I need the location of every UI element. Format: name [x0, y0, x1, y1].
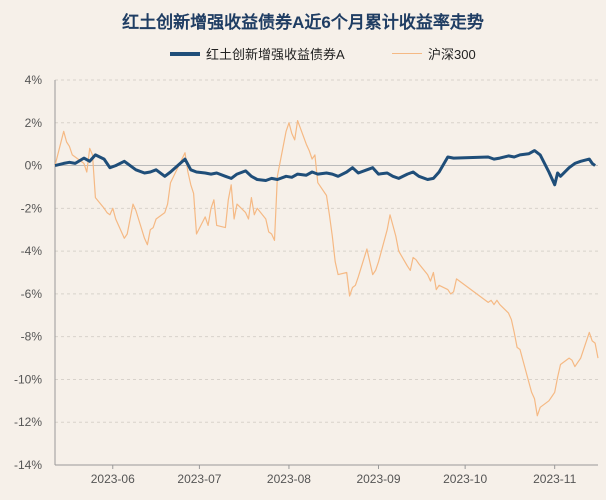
y-tick-label: -8%	[21, 330, 43, 344]
y-tick-label: 2%	[25, 116, 43, 130]
series-line-index	[54, 120, 599, 417]
y-tick-label: -6%	[21, 287, 43, 301]
legend-swatch-index	[392, 52, 422, 55]
legend-item-fund: 红土创新增强收益债券A	[170, 44, 345, 63]
legend-label-index: 沪深300	[428, 47, 476, 62]
y-tick-label: 4%	[25, 73, 43, 87]
legend-item-index: 沪深300	[392, 44, 476, 63]
x-tick-label: 2023-08	[267, 472, 311, 486]
legend-label-fund: 红土创新增强收益债券A	[206, 47, 345, 62]
y-tick-label: -12%	[14, 415, 42, 429]
series-line-fund	[54, 149, 597, 187]
x-tick-label: 2023-07	[177, 472, 221, 486]
x-tick-label: 2023-11	[533, 472, 576, 486]
legend: 红土创新增强收益债券A 沪深300	[0, 44, 606, 62]
x-tick-label: 2023-09	[356, 472, 400, 486]
legend-swatch-fund	[170, 51, 200, 56]
x-tick-label: 2023-10	[443, 472, 487, 486]
y-tick-label: -14%	[14, 458, 42, 472]
x-tick-label: 2023-06	[91, 472, 135, 486]
y-tick-label: 0%	[25, 159, 43, 173]
chart-title: 红土创新增强收益债券A近6个月累计收益率走势	[122, 13, 484, 32]
y-tick-label: -4%	[21, 244, 43, 258]
y-tick-label: -10%	[14, 372, 42, 386]
y-tick-label: -2%	[21, 201, 43, 215]
